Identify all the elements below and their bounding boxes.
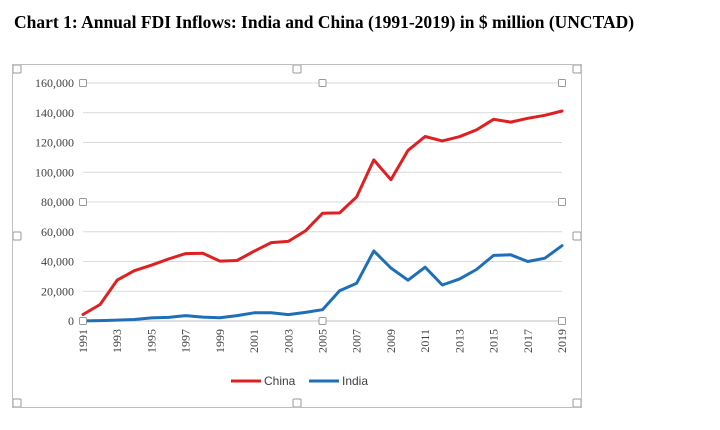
plot-area-handle[interactable]	[318, 317, 327, 325]
plot-area-handle[interactable]	[79, 79, 87, 87]
plot-area-handle[interactable]	[318, 79, 327, 87]
x-tick-label: 1991	[76, 329, 90, 353]
chart-resize-handle[interactable]	[292, 65, 302, 74]
plot-area-handle[interactable]	[558, 198, 566, 206]
chart-resize-handle[interactable]	[13, 65, 22, 74]
y-tick-label: 100,000	[35, 165, 74, 179]
plot-area-handle[interactable]	[558, 79, 566, 87]
y-tick-label: 160,000	[35, 76, 74, 90]
x-tick-label: 1997	[179, 329, 193, 353]
y-tick-label: 80,000	[41, 195, 74, 209]
y-tick-label: 120,000	[35, 136, 74, 150]
y-tick-label: 20,000	[41, 284, 74, 298]
series-line-china	[81, 109, 564, 316]
y-tick-label: 40,000	[41, 255, 74, 269]
x-tick-label: 2011	[418, 329, 432, 353]
x-tick-label: 2013	[452, 329, 466, 353]
x-tick-label: 1993	[110, 329, 124, 353]
chart-resize-handle[interactable]	[572, 398, 581, 407]
chart-resize-handle[interactable]	[572, 65, 581, 74]
x-tick-label: 2017	[521, 329, 535, 353]
x-tick-label: 2019	[555, 329, 569, 353]
plot-area-handle[interactable]	[558, 317, 566, 325]
chart-resize-handle[interactable]	[572, 231, 581, 241]
x-tick-label: 2001	[247, 329, 261, 353]
x-tick-label: 1999	[213, 329, 227, 353]
x-tick-label: 2005	[316, 329, 330, 353]
y-tick-label: 60,000	[41, 225, 74, 239]
legend-label-china: China	[264, 374, 296, 388]
chart-frame[interactable]: 0 20,000 40,000 60,000 80,000 100,000 120,000 1…	[12, 64, 582, 408]
line-chart: 0 20,000 40,000 60,000 80,000 100,000 120,000 1…	[13, 65, 581, 407]
plot-area-handle[interactable]	[79, 317, 87, 325]
x-tick-label: 1995	[144, 329, 158, 353]
x-tick-label: 2003	[281, 329, 295, 353]
chart-resize-handle[interactable]	[292, 398, 302, 407]
legend-label-india: India	[342, 374, 368, 388]
x-tick-label: 2015	[487, 329, 501, 353]
x-tick-label: 2009	[384, 329, 398, 353]
chart-resize-handle[interactable]	[13, 398, 22, 407]
chart-resize-handle[interactable]	[13, 231, 22, 241]
x-tick-label: 2007	[350, 329, 364, 353]
chart-title: Chart 1: Annual FDI Inflows: India and C…	[14, 12, 635, 32]
series-line-india	[81, 244, 564, 323]
y-tick-label: 0	[68, 314, 74, 328]
plot-area-handle[interactable]	[79, 198, 87, 206]
y-tick-label: 140,000	[35, 106, 74, 120]
